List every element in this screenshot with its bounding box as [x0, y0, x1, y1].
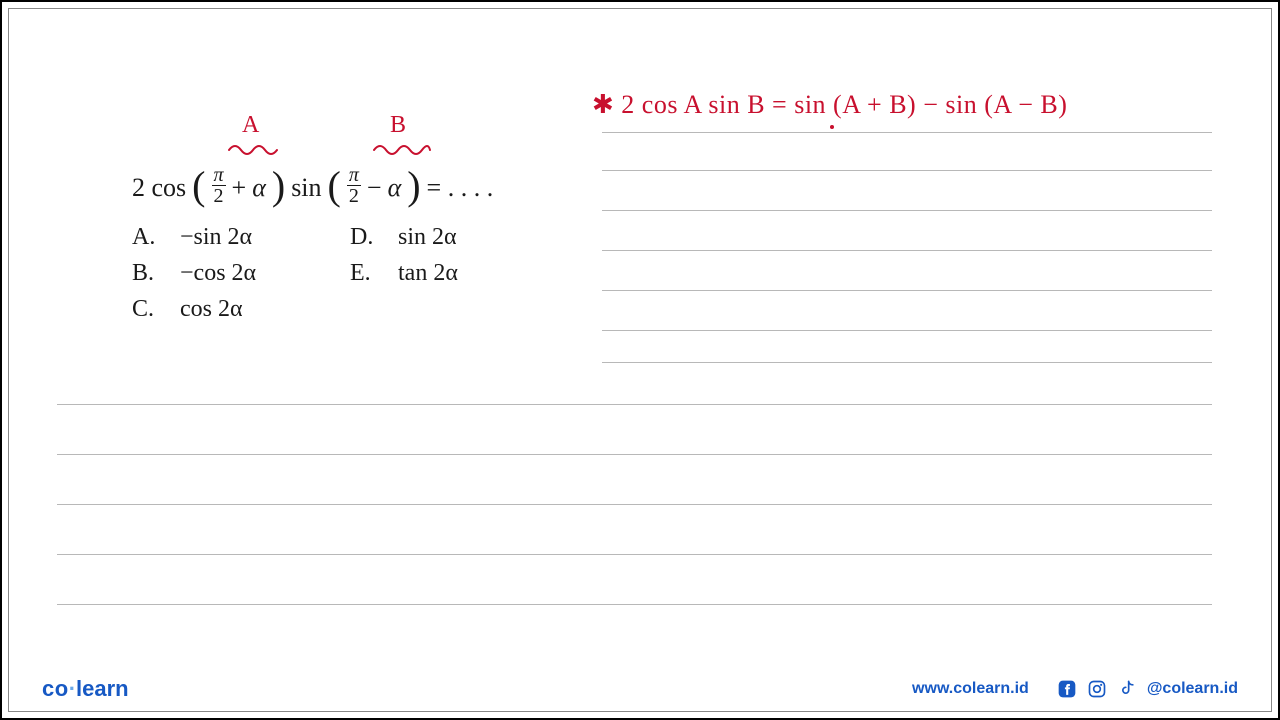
annotation-formula: ✱ 2 cos A sin B = sin (A + B) − sin (A −… [592, 90, 1067, 120]
expr-prefix: 2 cos [132, 171, 186, 205]
rparen-icon: ) [272, 170, 285, 202]
lparen-icon: ( [328, 170, 341, 202]
rule-line [602, 290, 1212, 291]
expr-equals: = . . . . [427, 171, 494, 205]
rule-line [57, 554, 1212, 555]
alpha-symbol: α [388, 171, 402, 205]
problem-expression: 2 cos ( π 2 + α ) sin ( π 2 − α ) = . . … [132, 167, 493, 208]
red-dot-icon [830, 125, 834, 129]
rule-line [57, 404, 1212, 405]
rule-line [602, 210, 1212, 211]
answer-options: A. −sin 2α D. sin 2α B. −cos 2α E. tan 2… [132, 224, 458, 332]
option-label: C. [132, 296, 180, 332]
logo-learn: learn [76, 676, 129, 701]
footer-right: www.colearn.id @colearn.id [912, 679, 1238, 699]
rule-line [57, 504, 1212, 505]
pi-symbol: π [212, 165, 226, 186]
squiggle-a-icon [227, 140, 287, 156]
rule-line [602, 362, 1212, 363]
option-label: B. [132, 260, 180, 296]
fraction-pi-over-2: π 2 [212, 165, 226, 206]
rule-line [602, 132, 1212, 133]
footer-handle: @colearn.id [1147, 680, 1238, 698]
expr-mid: sin [291, 171, 321, 205]
option-value: sin 2α [398, 224, 457, 260]
option-value: −sin 2α [180, 224, 350, 260]
denominator: 2 [347, 186, 361, 206]
brand-logo: co·learn [42, 676, 129, 702]
denominator: 2 [212, 186, 226, 206]
footer-site-url: www.colearn.id [912, 680, 1029, 698]
option-label: A. [132, 224, 180, 260]
rule-line [602, 330, 1212, 331]
plus-sign: + [232, 171, 247, 205]
rule-line [57, 604, 1212, 605]
rparen-icon: ) [407, 170, 420, 202]
option-value: −cos 2α [180, 260, 350, 296]
fraction-pi-over-2: π 2 [347, 165, 361, 206]
rule-line [602, 170, 1212, 171]
option-label: E. [350, 260, 398, 296]
annotation-label-a: A [242, 112, 259, 139]
logo-separator: · [69, 676, 76, 701]
facebook-icon [1057, 679, 1077, 699]
lparen-icon: ( [192, 170, 205, 202]
rule-line [602, 250, 1212, 251]
logo-co: co [42, 676, 69, 701]
squiggle-b-icon [372, 140, 436, 156]
footer: co·learn www.colearn.id @colearn.id [42, 676, 1238, 702]
minus-sign: − [367, 171, 382, 205]
tiktok-icon [1117, 679, 1137, 699]
annotation-label-b: B [390, 112, 406, 139]
option-label: D. [350, 224, 398, 260]
alpha-symbol: α [252, 171, 266, 205]
option-value: tan 2α [398, 260, 458, 296]
pi-symbol: π [347, 165, 361, 186]
option-value: cos 2α [180, 296, 350, 332]
instagram-icon [1087, 679, 1107, 699]
rule-line [57, 454, 1212, 455]
